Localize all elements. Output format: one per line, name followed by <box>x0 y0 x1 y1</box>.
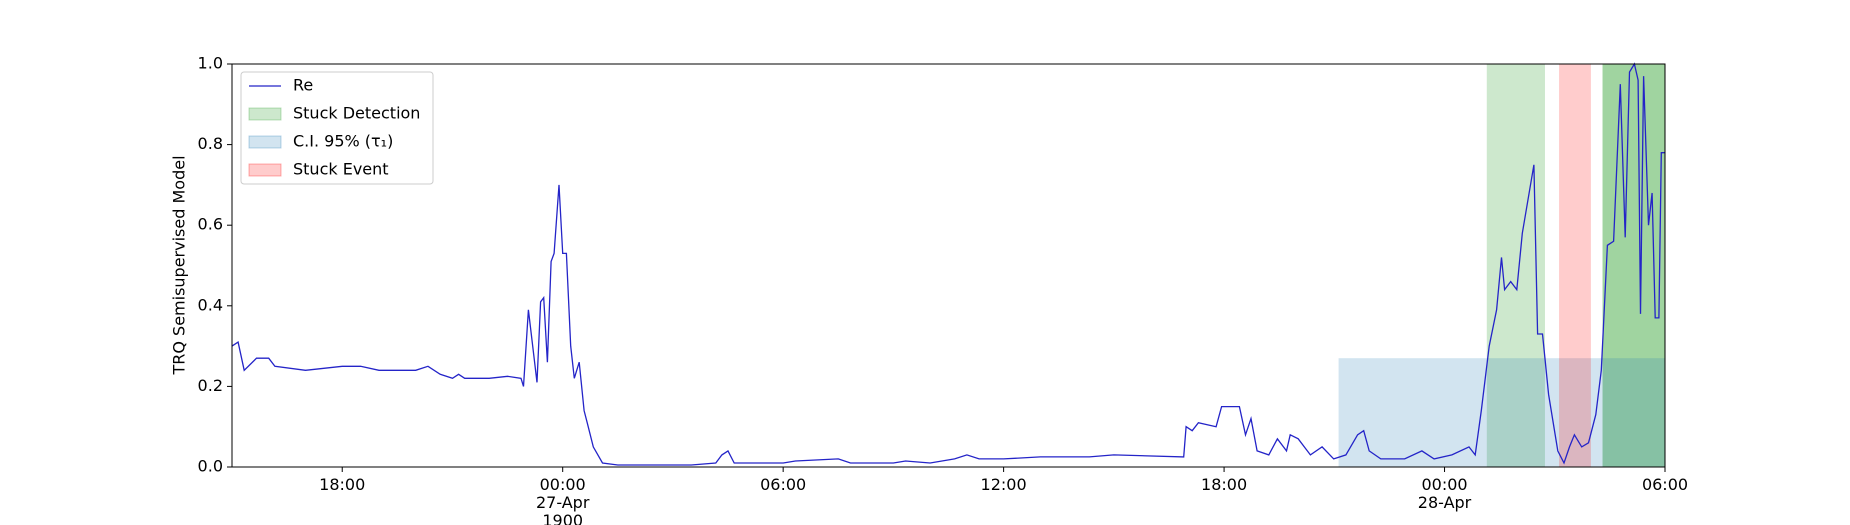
legend-swatch <box>248 135 282 149</box>
legend-box <box>240 71 434 185</box>
legend: Re Stuck Detection C.I. 95% (τ₁) Stuck Even… <box>240 71 434 185</box>
region-span <box>1486 64 1545 467</box>
region-span <box>1338 358 1665 467</box>
x-tick-label: 00:00 28-Apr <box>1418 475 1472 512</box>
y-axis-label: TRQ Semisupervised Model <box>170 155 189 375</box>
region-span <box>1559 64 1591 467</box>
legend-label: C.I. 95% (τ₁) <box>293 132 393 151</box>
y-tick-label: 0.0 <box>198 457 223 476</box>
x-tick-label: 18:00 <box>1201 475 1247 494</box>
x-tick-label: 06:00 <box>1642 475 1688 494</box>
y-tick-label: 0.6 <box>198 215 223 234</box>
x-tick-label: 00:00 27-Apr 1900 <box>536 475 590 525</box>
legend-label: Re <box>293 76 313 95</box>
y-tick-label: 0.8 <box>198 134 223 153</box>
x-tick-label: 12:00 <box>981 475 1027 494</box>
y-tick-label: 1.0 <box>198 54 223 73</box>
data-line <box>231 62 1665 466</box>
x-tick-label: 06:00 <box>760 475 806 494</box>
plot-frame <box>231 63 1666 468</box>
region-span <box>1602 64 1665 467</box>
y-tick-label: 0.2 <box>198 376 223 395</box>
legend-swatch <box>248 163 282 177</box>
y-tick-label: 0.4 <box>198 295 223 314</box>
legend-label: Stuck Detection <box>293 104 420 123</box>
legend-label: Stuck Event <box>293 160 389 179</box>
legend-swatch <box>248 107 282 121</box>
x-tick-label: 18:00 <box>319 475 365 494</box>
